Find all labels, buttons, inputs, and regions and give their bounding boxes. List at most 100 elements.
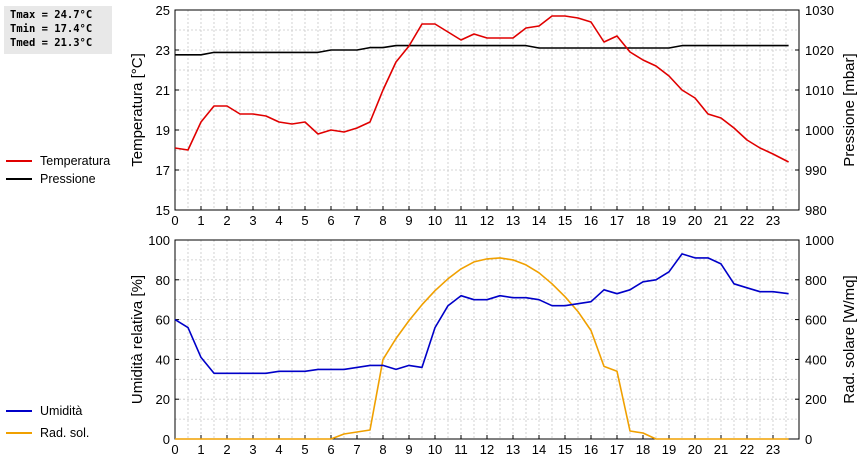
series-line-umidit bbox=[174, 253, 789, 375]
y-tick-label-right: 1010 bbox=[805, 83, 834, 98]
x-tick-label: 9 bbox=[405, 442, 412, 457]
y-tick-label-right: 600 bbox=[805, 313, 827, 328]
y-tick-label-right: 1000 bbox=[805, 123, 834, 138]
x-tick-label: 4 bbox=[275, 213, 282, 228]
x-tick-label: 7 bbox=[353, 213, 360, 228]
x-tick-label: 13 bbox=[506, 442, 520, 457]
y-axis-title-right: Rad. solare [W/mq] bbox=[841, 275, 858, 403]
x-tick-label: 1 bbox=[197, 213, 204, 228]
x-tick-label: 19 bbox=[662, 213, 676, 228]
x-tick-label: 10 bbox=[428, 442, 442, 457]
legend-swatch-pressione bbox=[6, 178, 32, 180]
x-tick-label: 18 bbox=[636, 213, 650, 228]
y-tick-label-left: 0 bbox=[163, 432, 170, 447]
y-tick-label-left: 17 bbox=[156, 163, 170, 178]
x-tick-label: 11 bbox=[454, 213, 468, 228]
legend-label-umidita: Umidità bbox=[40, 404, 83, 418]
x-tick-label: 8 bbox=[379, 213, 386, 228]
x-tick-label: 20 bbox=[688, 213, 702, 228]
x-tick-label: 12 bbox=[480, 213, 494, 228]
x-tick-label: 18 bbox=[636, 442, 650, 457]
stats-box: Tmax = 24.7°C Tmin = 17.4°C Tmed = 21.3°… bbox=[4, 6, 112, 54]
x-tick-label: 3 bbox=[249, 442, 256, 457]
y-axis-title-left: Temperatura [°C] bbox=[129, 53, 146, 167]
x-tick-label: 14 bbox=[532, 442, 546, 457]
legend-item-radsol: Rad. sol. bbox=[6, 424, 89, 442]
legend-swatch-temperatura bbox=[6, 160, 32, 162]
x-tick-label: 21 bbox=[714, 442, 728, 457]
y-tick-label-left: 19 bbox=[156, 123, 170, 138]
x-tick-label: 16 bbox=[584, 213, 598, 228]
legend-label-temperatura: Temperatura bbox=[40, 154, 111, 168]
x-tick-label: 8 bbox=[379, 442, 386, 457]
y-tick-label-right: 1000 bbox=[805, 233, 834, 248]
x-tick-label: 22 bbox=[740, 213, 754, 228]
x-tick-label: 5 bbox=[301, 213, 308, 228]
y-tick-label-left: 100 bbox=[148, 233, 170, 248]
chart-panel-1: 0 1 2 3 4 5 6 7 8 9 10 11 12 13 14 15 16 17 18 19 20 21 22 2315… bbox=[129, 3, 858, 228]
y-axis-title-left: Umidità relativa [%] bbox=[129, 275, 146, 404]
legend-bottom: Umidità Rad. sol. bbox=[6, 404, 89, 470]
x-tick-label: 19 bbox=[662, 442, 676, 457]
y-axis-title-right: Pressione [mbar] bbox=[841, 53, 858, 166]
series-line-temperatura bbox=[174, 15, 789, 163]
legend-swatch-umidita bbox=[6, 410, 32, 412]
x-tick-label: 21 bbox=[714, 213, 728, 228]
y-tick-label-left: 60 bbox=[156, 313, 170, 328]
x-tick-label: 15 bbox=[558, 442, 572, 457]
x-tick-label: 15 bbox=[558, 213, 572, 228]
x-tick-label: 13 bbox=[506, 213, 520, 228]
x-tick-label: 11 bbox=[454, 442, 468, 457]
y-tick-label-left: 40 bbox=[156, 352, 170, 367]
x-tick-label: 2 bbox=[223, 213, 230, 228]
x-tick-label: 6 bbox=[327, 213, 334, 228]
y-tick-label-left: 15 bbox=[156, 203, 170, 218]
x-tick-label: 23 bbox=[766, 442, 780, 457]
y-tick-label-left: 21 bbox=[156, 83, 170, 98]
y-tick-label-right: 800 bbox=[805, 273, 827, 288]
stat-tmax: Tmax = 24.7°C bbox=[10, 9, 93, 21]
series-line-pressione bbox=[175, 44, 789, 56]
y-tick-label-right: 200 bbox=[805, 392, 827, 407]
y-tick-label-right: 1020 bbox=[805, 43, 834, 58]
x-tick-label: 17 bbox=[610, 442, 624, 457]
y-tick-label-right: 980 bbox=[805, 203, 827, 218]
legend-item-umidita: Umidità bbox=[6, 402, 89, 420]
x-tick-label: 1 bbox=[197, 442, 204, 457]
stat-tmed: Tmed = 21.3°C bbox=[10, 37, 93, 49]
y-tick-label-left: 23 bbox=[156, 43, 170, 58]
y-tick-label-right: 400 bbox=[805, 352, 827, 367]
chart-panel-2: 0 1 2 3 4 5 6 7 8 9 10 11 12 13 14 15 16 17 18 19 20 21 22 2302… bbox=[129, 233, 858, 457]
legend-label-pressione: Pressione bbox=[40, 172, 96, 186]
y-tick-label-left: 20 bbox=[156, 392, 170, 407]
series-line-rad-sol bbox=[175, 257, 789, 440]
x-tick-label: 14 bbox=[532, 213, 546, 228]
legend-item-temperatura: Temperatura bbox=[6, 152, 110, 170]
x-tick-label: 22 bbox=[740, 442, 754, 457]
x-tick-label: 17 bbox=[610, 213, 624, 228]
x-tick-label: 6 bbox=[327, 442, 334, 457]
x-tick-label: 23 bbox=[766, 213, 780, 228]
y-tick-label-right: 0 bbox=[805, 432, 812, 447]
x-tick-label: 9 bbox=[405, 213, 412, 228]
x-tick-label: 7 bbox=[353, 442, 360, 457]
x-tick-label: 12 bbox=[480, 442, 494, 457]
x-tick-label: 2 bbox=[223, 442, 230, 457]
legend-label-radsol: Rad. sol. bbox=[40, 426, 90, 440]
y-tick-label-left: 80 bbox=[156, 273, 170, 288]
legend-item-pressione: Pressione bbox=[6, 170, 110, 188]
legend-swatch-radsol bbox=[6, 432, 32, 434]
x-tick-label: 20 bbox=[688, 442, 702, 457]
x-tick-label: 10 bbox=[428, 213, 442, 228]
x-tick-label: 16 bbox=[584, 442, 598, 457]
y-tick-label-left: 25 bbox=[156, 3, 170, 18]
x-tick-label: 4 bbox=[275, 442, 282, 457]
x-tick-label: 0 bbox=[171, 442, 178, 457]
charts-canvas: 0 1 2 3 4 5 6 7 8 9 10 11 12 13 14 15 16 17 18 19 20 21 22 2315… bbox=[129, 3, 858, 457]
x-tick-label: 0 bbox=[171, 213, 178, 228]
x-tick-label: 5 bbox=[301, 442, 308, 457]
y-tick-label-right: 1030 bbox=[805, 3, 834, 18]
y-tick-label-right: 990 bbox=[805, 163, 827, 178]
stat-tmin: Tmin = 17.4°C bbox=[10, 23, 93, 35]
x-tick-label: 3 bbox=[249, 213, 256, 228]
